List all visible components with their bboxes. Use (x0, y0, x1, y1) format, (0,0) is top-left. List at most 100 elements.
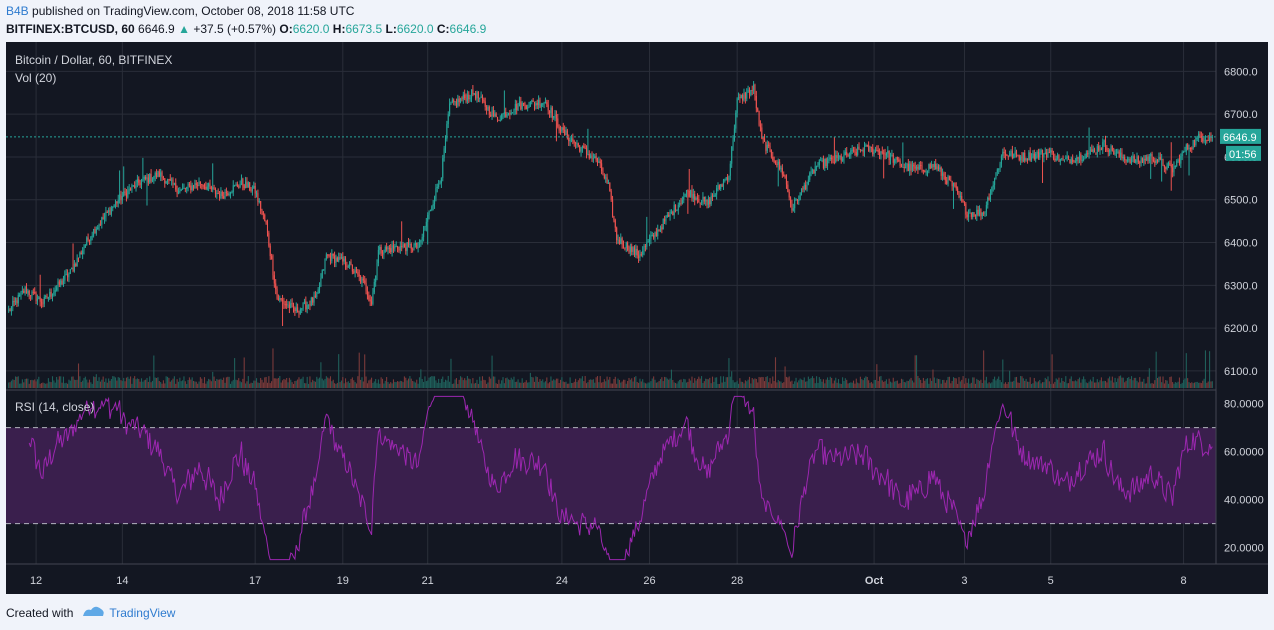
volume-bar (913, 382, 915, 388)
candle-body (685, 190, 688, 195)
candle-body (854, 150, 856, 153)
volume-bar (605, 381, 607, 388)
volume-bar (755, 378, 757, 388)
candle-body (772, 156, 774, 161)
candle-body (203, 186, 206, 188)
candle-body (992, 184, 994, 188)
candle-body (1077, 157, 1079, 160)
volume-bar (947, 376, 949, 388)
volume-bar (360, 379, 362, 388)
candle-body (191, 185, 193, 191)
candle-body (334, 255, 336, 264)
candle-body (915, 166, 918, 169)
volume-bar (513, 376, 515, 388)
volume-bar (209, 379, 211, 388)
volume-bar (575, 378, 577, 388)
volume-bar (88, 379, 91, 388)
volume-bar (56, 376, 58, 388)
volume-bar (271, 381, 273, 388)
volume-bar (900, 378, 903, 388)
candle-body (292, 304, 295, 309)
volume-bar (354, 382, 356, 388)
volume-bar (506, 377, 508, 388)
candle-body (410, 243, 412, 250)
candle-body (840, 156, 842, 161)
volume-bar (616, 383, 618, 388)
candle-body (585, 148, 588, 154)
candle-body (512, 112, 514, 114)
volume-bar (758, 376, 760, 388)
volume-bar (154, 377, 156, 388)
volume-bar (176, 379, 178, 388)
volume-bars (8, 348, 1213, 388)
candle-body (261, 210, 263, 213)
volume-bar (32, 380, 34, 388)
candle-body (502, 113, 504, 115)
candles[interactable] (8, 81, 1213, 326)
volume-bar (750, 383, 752, 388)
candle-body (206, 186, 208, 190)
candle-body (239, 183, 241, 187)
volume-bar (480, 380, 482, 388)
author-link[interactable]: B4B (6, 4, 29, 18)
volume-bar (50, 382, 52, 388)
candle-body (809, 172, 811, 180)
candle-body (1054, 158, 1056, 161)
volume-bar (383, 383, 385, 388)
volume-bar (1057, 379, 1059, 388)
volume-bar (202, 383, 204, 388)
volume-bar (413, 381, 415, 388)
candle-body (655, 231, 657, 236)
rsi-pane[interactable] (6, 389, 1216, 561)
volume-bar (351, 377, 353, 388)
candle-body (696, 198, 698, 200)
candle-body (130, 189, 132, 191)
volume-bar (355, 383, 358, 388)
volume-bar (49, 381, 51, 388)
open-value: 6620.0 (292, 22, 330, 36)
volume-bar (817, 382, 819, 388)
volume-bar (410, 378, 412, 388)
candle-body (342, 257, 344, 262)
volume-bar (861, 379, 863, 388)
volume-bar (444, 379, 447, 388)
candle-body (1173, 166, 1175, 173)
candle-body (806, 183, 808, 190)
volume-bar (925, 379, 927, 388)
volume-bar (1192, 383, 1194, 388)
candle-body (383, 252, 385, 255)
candle-body (465, 98, 467, 102)
candle-body (557, 118, 559, 127)
volume-bar (959, 381, 961, 388)
candle-body (965, 203, 967, 215)
volume-bar (614, 376, 616, 388)
candle-body (473, 93, 475, 95)
volume-bar (664, 376, 666, 388)
volume-bar (377, 379, 379, 388)
volume-bar (488, 376, 490, 388)
volume-bar (895, 380, 897, 388)
candle-body (172, 179, 174, 185)
volume-bar (191, 377, 193, 388)
volume-bar (1036, 382, 1038, 388)
tradingview-link[interactable]: TradingView (109, 605, 176, 620)
candle-body (592, 158, 594, 160)
volume-bar (1172, 382, 1174, 388)
volume-bar (331, 381, 333, 388)
volume-bar (543, 382, 545, 388)
candle-body (662, 218, 664, 230)
candle-body (1080, 153, 1082, 161)
volume-bar (918, 378, 920, 388)
volume-bar (457, 383, 459, 388)
volume-bar (596, 376, 599, 388)
volume-bar (425, 381, 427, 388)
candle-body (821, 159, 823, 161)
volume-bar (1120, 375, 1122, 388)
candle-body (1124, 157, 1126, 161)
tradingview-logo-icon[interactable] (81, 604, 105, 621)
candle-body (301, 308, 303, 310)
candle-body (379, 246, 381, 250)
chart-area[interactable]: 6100.06200.06300.06400.06500.06600.06700… (0, 42, 1274, 594)
volume-bar (533, 381, 536, 388)
volume-bar (587, 382, 589, 388)
